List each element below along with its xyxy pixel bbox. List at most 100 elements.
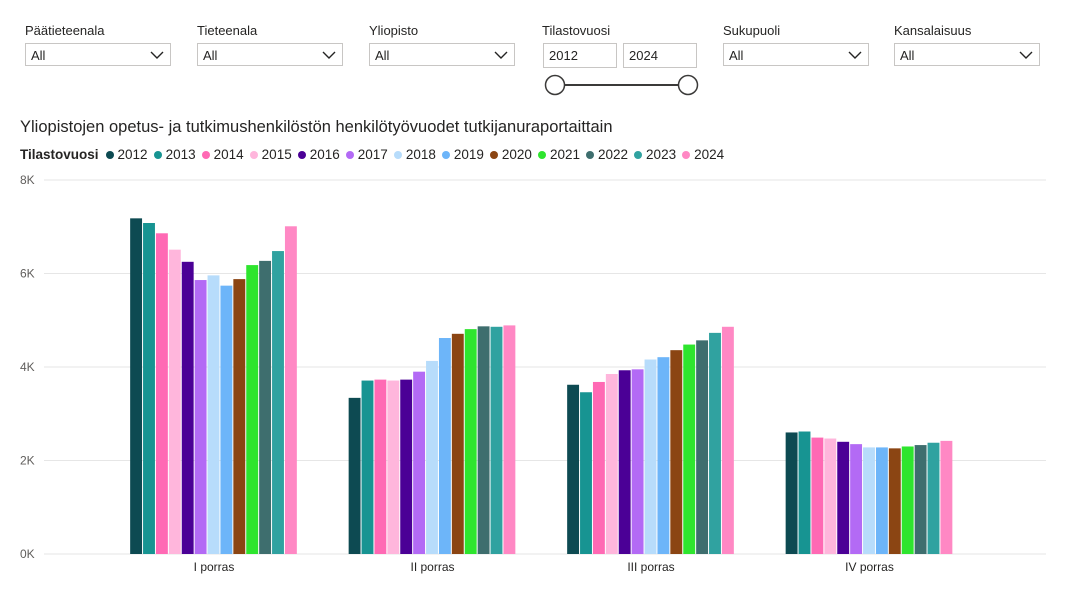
tieteenala-dropdown[interactable]: All: [197, 43, 343, 66]
legend-item[interactable]: 2019: [441, 147, 484, 162]
legend-item[interactable]: 2024: [682, 147, 724, 162]
legend-dot-icon: [634, 150, 643, 159]
legend-item[interactable]: 2021: [537, 147, 580, 162]
legend-dot-icon: [682, 150, 691, 159]
bar: [400, 379, 413, 554]
bar: [914, 445, 927, 554]
legend-label: 2014: [213, 147, 244, 162]
bar: [181, 261, 194, 554]
y-tick-label: 0K: [20, 547, 35, 561]
filter-sukupuoli: Sukupuoli All: [723, 22, 869, 66]
legend-item[interactable]: 2022: [586, 147, 628, 162]
x-tick-label: III porras: [627, 560, 674, 574]
bar: [785, 432, 798, 554]
chart-title: Yliopistojen opetus- ja tutkimushenkilös…: [20, 118, 613, 136]
legend-dot-icon: [441, 150, 450, 159]
bar: [592, 381, 605, 554]
bar: [709, 332, 721, 554]
legend-item[interactable]: 2017: [345, 147, 388, 162]
legend-label: 2018: [405, 147, 436, 162]
bar: [284, 226, 297, 554]
bar: [387, 380, 400, 554]
bar: [130, 218, 143, 554]
bar: [194, 280, 207, 554]
bar: [426, 360, 438, 554]
filter-label: Kansalaisuus: [894, 23, 972, 38]
legend-dot-icon: [489, 150, 498, 159]
yliopisto-dropdown[interactable]: All: [369, 43, 515, 66]
legend-label: 2020: [501, 147, 532, 162]
chevron-down-icon: [150, 51, 164, 59]
legend-label: 2023: [646, 147, 677, 162]
dropdown-value: All: [375, 48, 390, 63]
legend-item[interactable]: 2013: [153, 147, 196, 162]
y-tick-label: 2K: [20, 454, 35, 468]
dropdown-value: All: [203, 48, 218, 63]
chevron-down-icon: [1019, 51, 1033, 59]
bar: [644, 359, 657, 554]
bar: [927, 442, 940, 554]
chevron-down-icon: [494, 51, 508, 59]
bar: [438, 338, 451, 554]
filter-kansalaisuus: Kansalaisuus All: [894, 22, 1040, 66]
y-tick-label: 4K: [20, 360, 35, 374]
filter-label: Päätieteenala: [25, 23, 105, 38]
legend-label: 2022: [598, 147, 629, 162]
slider-end-handle-icon[interactable]: [677, 74, 699, 96]
legend-label: 2015: [261, 147, 292, 162]
bar: [361, 380, 374, 554]
legend-label: 2019: [453, 147, 484, 162]
legend-item[interactable]: 2023: [634, 147, 676, 162]
bar: [464, 329, 477, 554]
slider-start-handle-icon[interactable]: [544, 74, 566, 96]
y-tick-label: 6K: [20, 267, 35, 281]
bar: [272, 251, 284, 554]
year-from-input[interactable]: 2012: [543, 43, 617, 68]
legend-label: 2017: [357, 147, 388, 162]
bar: [413, 371, 426, 554]
bar: [850, 444, 863, 554]
filter-label: Sukupuoli: [723, 23, 781, 38]
legend-label: 2021: [549, 147, 580, 162]
year-range-slider[interactable]: [540, 72, 705, 100]
sukupuoli-dropdown[interactable]: All: [723, 43, 869, 66]
legend-label: 2024: [694, 147, 725, 162]
filter-yliopisto: Yliopisto All: [369, 22, 515, 66]
chevron-down-icon: [322, 51, 336, 59]
legend-dot-icon: [345, 150, 354, 159]
legend-item[interactable]: 2016: [297, 147, 340, 162]
filter-paatieteenala: Päätieteenala All: [25, 22, 171, 66]
bar: [901, 446, 914, 554]
legend-item[interactable]: 2018: [393, 147, 436, 162]
bar: [567, 384, 580, 554]
legend-item[interactable]: 2020: [489, 147, 532, 162]
legend-label: 2012: [117, 147, 148, 162]
legend-item[interactable]: 2012: [105, 147, 148, 162]
bar: [670, 350, 683, 554]
bar: [580, 392, 592, 554]
dropdown-value: All: [31, 48, 46, 63]
legend-dot-icon: [153, 150, 162, 159]
chart-legend: Tilastovuosi 2012 2013 2014 2015 2016 2017 201…: [20, 147, 730, 162]
bar: [155, 233, 168, 554]
bar: [451, 333, 464, 554]
legend-item[interactable]: 2015: [249, 147, 292, 162]
bar: [696, 340, 709, 554]
bar: [618, 370, 631, 554]
legend-item[interactable]: 2014: [201, 147, 244, 162]
legend-dot-icon: [297, 150, 306, 159]
filter-label: Yliopisto: [369, 23, 419, 38]
bar: [721, 326, 734, 554]
paatieteenala-dropdown[interactable]: All: [25, 43, 171, 66]
kansalaisuus-dropdown[interactable]: All: [894, 43, 1040, 66]
bar: [863, 447, 875, 554]
bar: [259, 260, 272, 554]
x-tick-label: IV porras: [845, 560, 894, 574]
bar: [888, 448, 901, 554]
y-tick-label: 8K: [20, 173, 35, 187]
year-to-input[interactable]: 2024: [623, 43, 697, 68]
chevron-down-icon: [848, 51, 862, 59]
bar: [143, 223, 155, 554]
filter-tilastovuosi: Tilastovuosi: [542, 22, 610, 40]
bar: [811, 437, 824, 554]
